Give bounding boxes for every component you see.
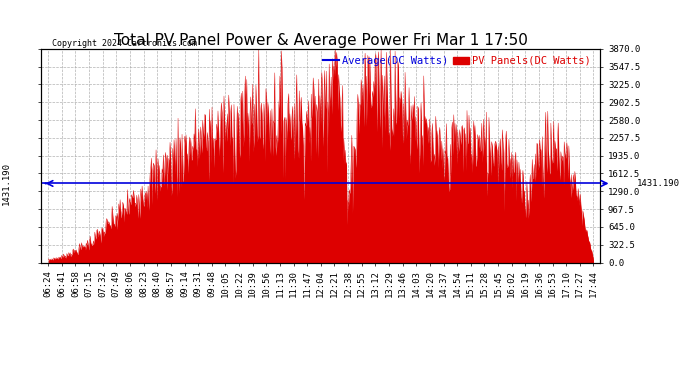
Title: Total PV Panel Power & Average Power Fri Mar 1 17:50: Total PV Panel Power & Average Power Fri…: [114, 33, 528, 48]
Legend: Average(DC Watts), PV Panels(DC Watts): Average(DC Watts), PV Panels(DC Watts): [319, 52, 595, 70]
Text: 1431.190: 1431.190: [1, 162, 10, 205]
Text: 1431.190: 1431.190: [637, 179, 680, 188]
Text: Copyright 2024 Cartronics.com: Copyright 2024 Cartronics.com: [52, 39, 197, 48]
